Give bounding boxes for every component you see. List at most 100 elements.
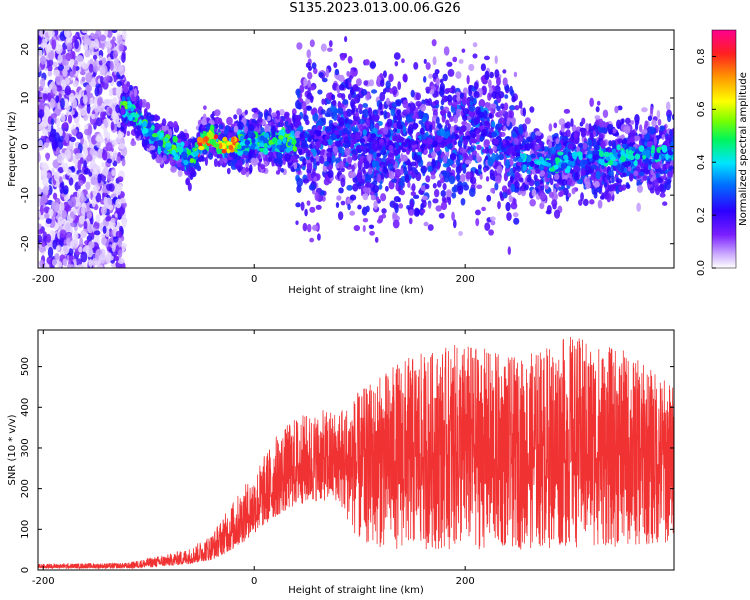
spectrogram-cell bbox=[618, 185, 624, 192]
spectrogram-cell bbox=[338, 187, 344, 194]
spectrogram-cell bbox=[45, 152, 50, 162]
spectrogram-cell bbox=[308, 184, 316, 191]
spectrogram-cell bbox=[169, 156, 173, 162]
spectrogram-cell bbox=[121, 30, 127, 40]
spectrogram-cell bbox=[38, 210, 41, 218]
spectrogram-cell bbox=[101, 150, 108, 161]
spectrogram-cell bbox=[436, 116, 440, 125]
spectrogram-cell bbox=[580, 168, 586, 177]
spectrogram-cell bbox=[589, 97, 594, 108]
spectrogram-cell bbox=[590, 125, 596, 132]
spectrogram-cell bbox=[78, 215, 86, 225]
spectrogram-cell bbox=[555, 183, 560, 189]
spectrogram-cell bbox=[513, 217, 520, 225]
spectrogram-cell bbox=[435, 205, 443, 212]
spectrogram-cell bbox=[204, 156, 208, 167]
spectrogram-cell bbox=[61, 59, 69, 66]
spectrogram-cell bbox=[664, 181, 671, 191]
spectrogram-cell bbox=[302, 222, 308, 232]
spectrogram-cell bbox=[38, 186, 42, 197]
spectrogram-cell bbox=[544, 183, 549, 190]
spectrogram-cell bbox=[569, 137, 573, 143]
spectrogram-cell bbox=[451, 186, 457, 193]
spectrogram-cell bbox=[513, 137, 519, 146]
spectrogram-cell bbox=[366, 92, 371, 100]
spectrogram-cell bbox=[496, 165, 503, 174]
spectrogram-cell bbox=[71, 196, 76, 203]
spectrogram-cell bbox=[500, 103, 505, 110]
spectrogram-cell bbox=[529, 199, 536, 207]
spectrogram-cell bbox=[117, 237, 123, 248]
spectrogram-cell bbox=[513, 71, 518, 78]
spectrogram-cell bbox=[226, 167, 231, 175]
spectrogram-cell bbox=[213, 109, 221, 117]
spectrogram-cell bbox=[64, 222, 71, 233]
spectrogram-cell bbox=[66, 264, 72, 268]
spectrogram-cell bbox=[55, 39, 60, 51]
spectrogram-cell bbox=[95, 135, 103, 142]
spectrogram-cell bbox=[338, 84, 345, 91]
spectrogram-cell bbox=[396, 120, 402, 130]
spectrogram-cell bbox=[51, 167, 55, 177]
spectrogram-cell bbox=[456, 95, 461, 102]
spectrogram-cell bbox=[440, 201, 448, 211]
spectrogram-cell bbox=[474, 209, 481, 216]
spectrogram-cell bbox=[369, 230, 375, 236]
spectrogram-cell bbox=[121, 219, 127, 228]
spectrogram-cell bbox=[368, 114, 373, 121]
spectrogram-cell bbox=[213, 158, 218, 168]
spectrogram-cell bbox=[455, 159, 461, 167]
spectrogram-cell bbox=[48, 208, 54, 217]
spectrogram-cell bbox=[93, 220, 100, 230]
spectrogram-cell bbox=[387, 163, 394, 171]
spectrogram-cell bbox=[52, 239, 58, 250]
spectrogram-cell bbox=[427, 165, 433, 173]
spectrogram-cell bbox=[85, 181, 91, 191]
spectrogram-cell bbox=[415, 92, 421, 101]
spectrogram-cell bbox=[640, 129, 648, 135]
spectrogram-cell bbox=[410, 191, 417, 197]
spectrogram-cell bbox=[455, 175, 462, 181]
spectrogram-cell bbox=[553, 209, 561, 219]
spectrogram-cell bbox=[66, 237, 71, 247]
spectrogram-cell bbox=[267, 151, 274, 158]
spectrogram-cell bbox=[452, 94, 459, 103]
spectrogram-cell bbox=[305, 62, 311, 69]
spectrogram-cell bbox=[446, 61, 453, 67]
spectrogram-cell bbox=[365, 205, 370, 213]
spectrogram-cell bbox=[85, 71, 93, 83]
spectrogram-cell bbox=[88, 241, 95, 249]
spectrogram-cell bbox=[432, 182, 437, 189]
spectrogram-cell bbox=[502, 69, 507, 74]
spectrogram-cell bbox=[61, 209, 67, 220]
spectrogram-cell bbox=[487, 156, 494, 167]
spectrogram-cell bbox=[384, 185, 389, 192]
spectrogram-cell bbox=[42, 185, 49, 197]
spectrogram-cell bbox=[665, 134, 672, 142]
spectrogram-cell bbox=[398, 203, 404, 209]
spectrogram-cell bbox=[71, 128, 78, 136]
spectrogram-cell bbox=[559, 189, 565, 197]
spectrogram-cell bbox=[302, 178, 310, 184]
spectrogram-cell bbox=[337, 103, 345, 108]
spectrogram-cell bbox=[413, 152, 417, 161]
spectrogram-cell bbox=[72, 80, 79, 88]
spectrogram-cell bbox=[484, 70, 490, 81]
spectrogram-cell bbox=[395, 100, 401, 106]
spectrogram-cell bbox=[659, 125, 666, 132]
spectrogram-cell bbox=[428, 202, 432, 209]
spectrogram-cell bbox=[659, 183, 664, 192]
spectrogram-cell bbox=[295, 100, 301, 109]
spectrogram-cell bbox=[51, 259, 57, 266]
spectrogram-cell bbox=[351, 108, 355, 114]
spectrogram-cell bbox=[252, 113, 259, 119]
spectrogram-cell bbox=[432, 72, 439, 80]
spectrogram-cell bbox=[104, 30, 109, 37]
spectrogram-cell bbox=[41, 241, 46, 248]
spectrogram-cell bbox=[449, 152, 457, 161]
spectrogram-cell bbox=[402, 99, 409, 109]
spectrogram-cell bbox=[476, 152, 480, 163]
spectrogram-cell bbox=[394, 60, 399, 67]
spectrogram-cell bbox=[112, 97, 118, 104]
